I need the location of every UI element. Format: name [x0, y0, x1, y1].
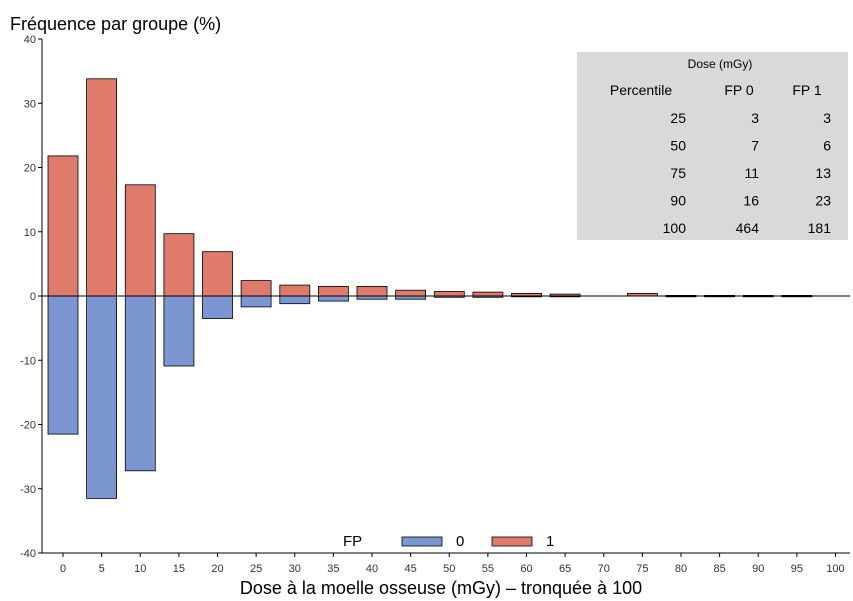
legend-label-1: 1 — [546, 533, 554, 550]
table-cell: 13 — [815, 165, 831, 181]
table-cell: 11 — [744, 165, 759, 181]
x-tick-label: 20 — [211, 563, 223, 575]
bar-fp1-35 — [317, 285, 349, 297]
x-tick-label: 90 — [752, 563, 764, 575]
bar-fp0-15 — [163, 295, 195, 367]
bar-fp1-20 — [202, 251, 233, 297]
bar-fp1-40 — [356, 285, 388, 297]
legend-label-0: 0 — [456, 533, 464, 550]
x-tick-label: 40 — [366, 563, 378, 575]
x-axis: 0 5 10 15 20 25 30 35 40 45 50 55 60 65 70 75 80 85 90 95 10… — [60, 553, 845, 575]
x-tick-label: 100 — [826, 563, 844, 575]
y-tick-label: -10 — [20, 355, 36, 367]
x-tick-label: 35 — [327, 563, 339, 575]
table-cell: 50 — [670, 138, 686, 154]
legend: FP 0 1 — [343, 533, 554, 550]
table-header-cell: Percentile — [610, 82, 672, 98]
x-tick-label: 70 — [598, 563, 610, 575]
bar-fp1-30 — [279, 284, 311, 297]
y-tick-label: 20 — [24, 163, 36, 175]
bars-group — [42, 78, 850, 499]
x-tick-label: 5 — [99, 563, 105, 575]
x-tick-label: 0 — [60, 563, 66, 575]
bar-fp0-5 — [86, 295, 117, 499]
y-tick-label: -40 — [20, 548, 36, 560]
bar-fp0-10 — [124, 295, 156, 472]
bar-fp0-20 — [202, 295, 233, 319]
table-cell: 100 — [663, 220, 687, 236]
bar-fp1-5 — [86, 78, 117, 297]
x-tick-label: 25 — [250, 563, 262, 575]
table-background — [577, 52, 848, 240]
bar-fp1-25 — [240, 280, 272, 297]
bar-fp1-15 — [163, 233, 195, 297]
table-cell: 3 — [823, 110, 831, 126]
bar-fp0-25 — [240, 295, 272, 308]
table-cell: 23 — [815, 193, 831, 209]
table-cell: 464 — [736, 220, 760, 236]
x-tick-label: 50 — [443, 563, 455, 575]
table-cell: 7 — [751, 138, 759, 154]
y-tick-label: 0 — [30, 291, 36, 303]
x-tick-label: 85 — [714, 563, 726, 575]
table-cell: 75 — [670, 165, 686, 181]
x-tick-label: 30 — [289, 563, 301, 575]
x-tick-label: 80 — [675, 563, 687, 575]
table-cell: 25 — [670, 110, 686, 126]
y-axis: -40 -30 -20 -10 0 10 20 30 40 — [20, 34, 42, 560]
x-axis-title: Dose à la moelle osseuse (mGy) – tronqué… — [240, 578, 642, 598]
x-tick-label: 65 — [559, 563, 571, 575]
table-title: Dose (mGy) — [688, 57, 753, 71]
y-tick-label: 30 — [24, 98, 36, 110]
table-cell: 3 — [751, 110, 759, 126]
bar-fp1-10 — [124, 184, 156, 297]
y-tick-label: 10 — [24, 227, 36, 239]
y-axis-title: Fréquence par groupe (%) — [10, 14, 221, 34]
table-cell: 6 — [823, 138, 831, 154]
y-tick-label: -20 — [20, 420, 36, 432]
legend-swatch-1 — [491, 536, 533, 547]
y-tick-label: 40 — [24, 34, 36, 46]
bar-fp0-0 — [47, 295, 79, 435]
table-cell: 16 — [743, 193, 759, 209]
x-tick-label: 60 — [520, 563, 532, 575]
table-header-cell: FP 1 — [792, 82, 822, 98]
legend-title: FP — [343, 533, 362, 550]
x-tick-label: 15 — [173, 563, 185, 575]
y-tick-label: -30 — [20, 484, 36, 496]
x-tick-label: 45 — [405, 563, 417, 575]
bar-fp0-30 — [279, 295, 311, 305]
bar-fp0-35 — [317, 295, 349, 302]
x-tick-label: 55 — [482, 563, 494, 575]
table-cell: 90 — [670, 193, 686, 209]
bar-fp1-45 — [395, 289, 427, 297]
percentile-table: Dose (mGy) Percentile FP 0 FP 1 25 3 3 50 7 6 75 11… — [577, 52, 848, 240]
bar-fp1-50 — [433, 291, 465, 297]
table-cell: 181 — [808, 220, 832, 236]
bar-fp1-0 — [47, 155, 79, 297]
table-header-cell: FP 0 — [724, 82, 754, 98]
x-tick-label: 95 — [791, 563, 803, 575]
legend-swatch-0 — [401, 536, 443, 547]
bar-fp1-55 — [472, 291, 504, 297]
x-tick-label: 75 — [636, 563, 648, 575]
x-tick-label: 10 — [134, 563, 146, 575]
